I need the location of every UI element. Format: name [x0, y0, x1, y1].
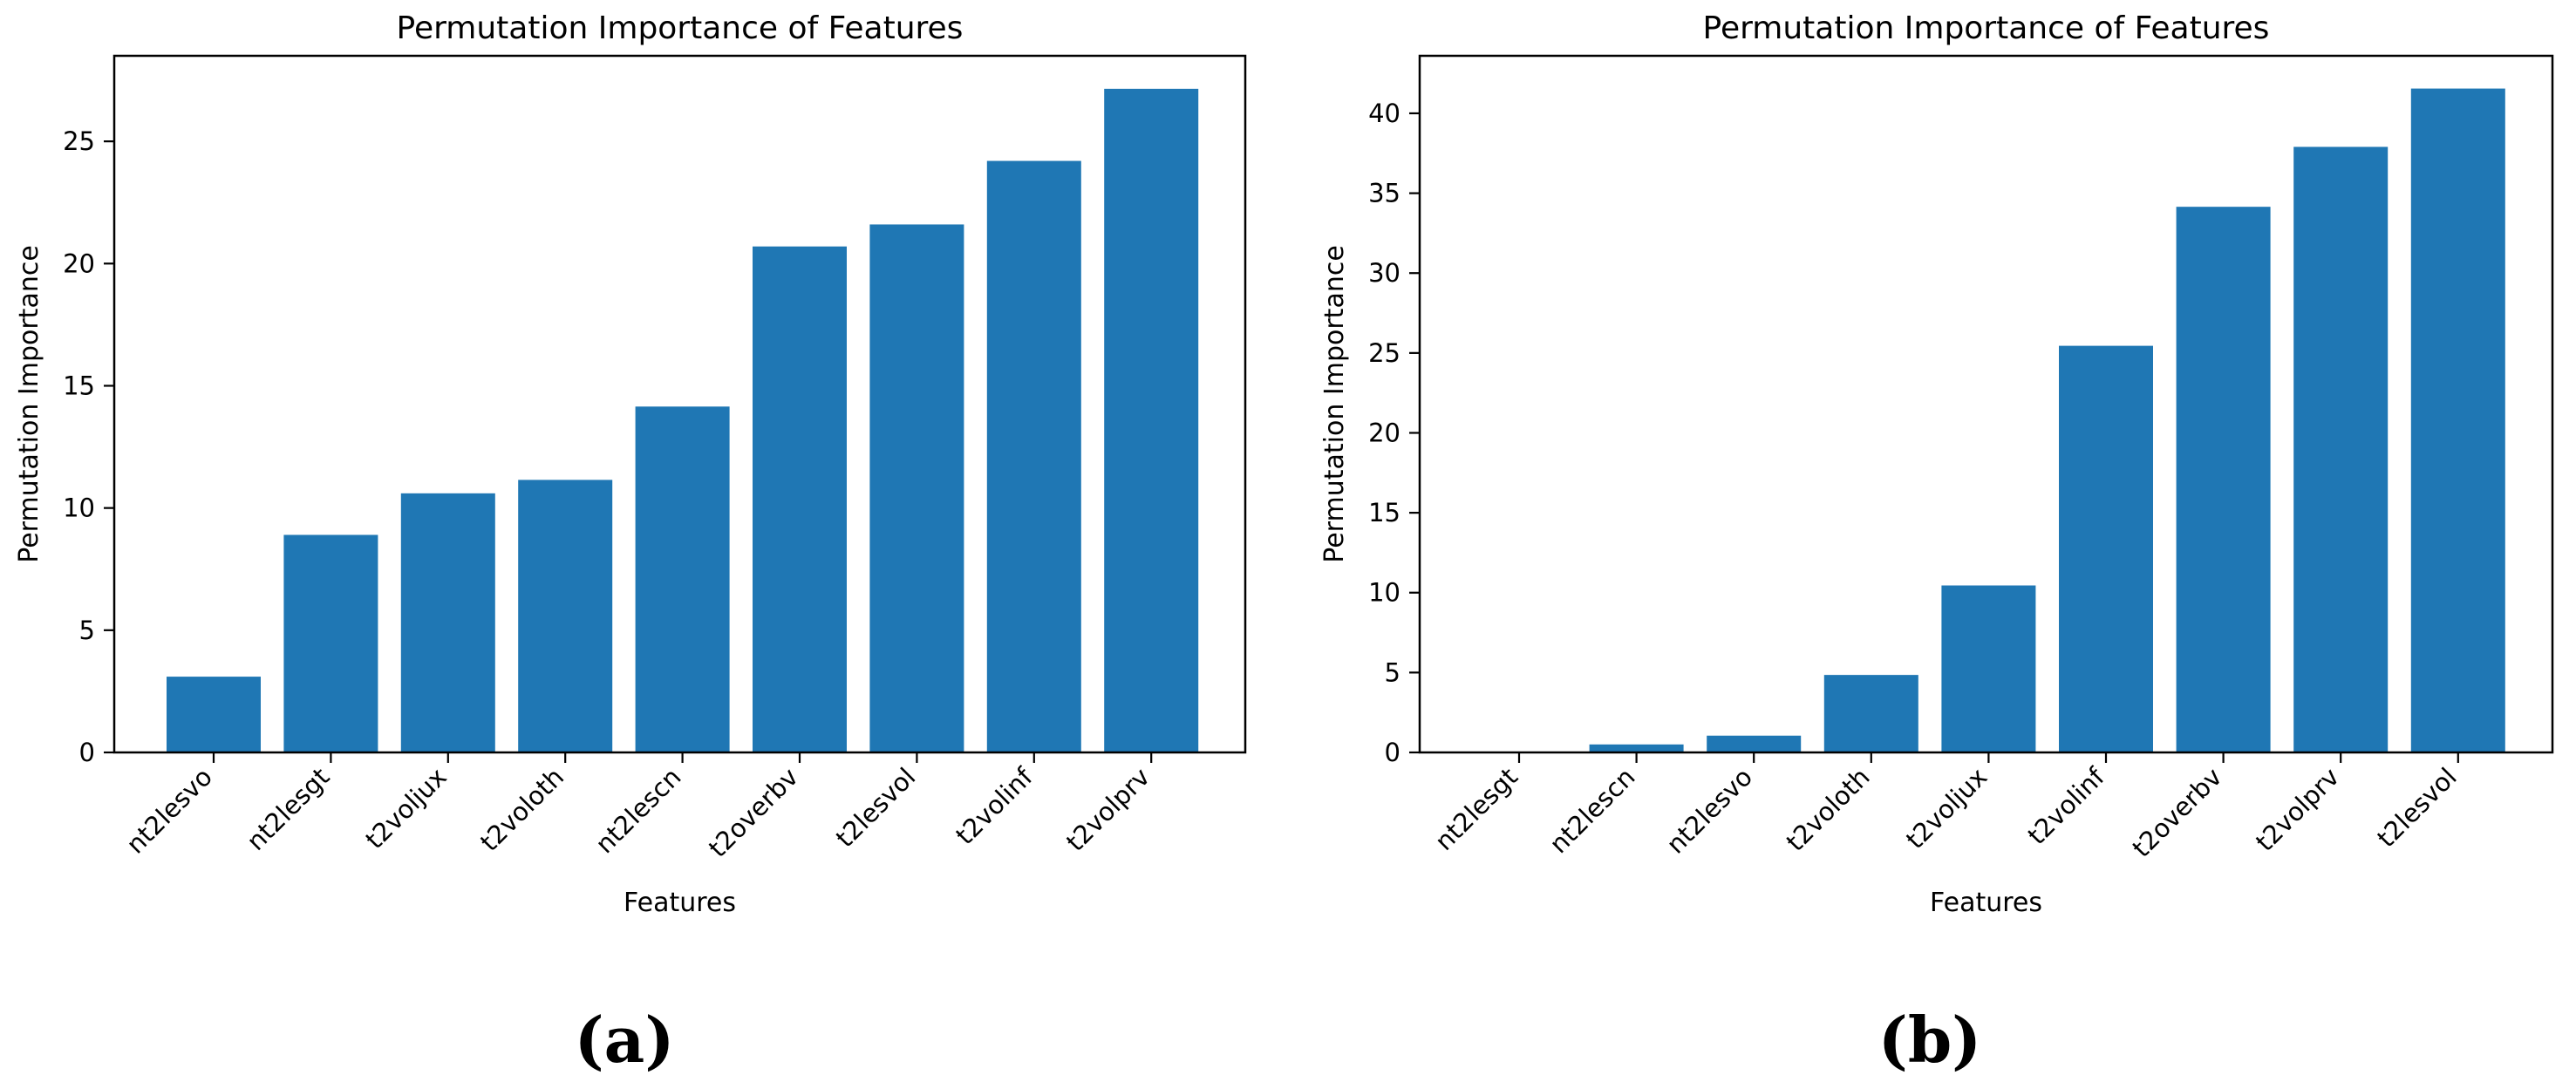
- x-tick-label: t2lesvol: [2371, 762, 2463, 854]
- bar: [1104, 88, 1199, 753]
- y-tick-label: 25: [1368, 338, 1400, 368]
- bar: [167, 677, 261, 752]
- y-tick-label: 15: [1368, 498, 1400, 527]
- chart-title: Permutation Importance of Features: [397, 10, 964, 46]
- y-axis-label: Permutation Importance: [1319, 245, 1350, 563]
- y-tick-label: 35: [1368, 179, 1400, 208]
- bar: [2293, 146, 2389, 752]
- bar: [1941, 585, 2036, 752]
- bar: [2059, 345, 2153, 752]
- x-tick-label: t2voloth: [474, 762, 569, 857]
- bar: [986, 160, 1081, 752]
- x-axis-label: Features: [1930, 888, 2042, 918]
- y-tick-label: 0: [1385, 738, 1400, 767]
- y-tick-label: 30: [1368, 258, 1400, 288]
- bar: [2176, 207, 2271, 753]
- bar: [400, 493, 495, 752]
- chart-b: 0 5 10 15 20 25 30 35 40 nt2lesgt nt2lescn nt2lesvo…: [1319, 10, 2554, 918]
- y-tick-label: 0: [79, 738, 95, 767]
- bar: [1589, 744, 1684, 752]
- y-tick-label: 10: [63, 493, 95, 523]
- x-tick-label: nt2lesgt: [1429, 762, 1523, 856]
- bar: [753, 246, 847, 752]
- bar: [869, 224, 964, 752]
- y-tick-label: 5: [1385, 657, 1400, 687]
- plot-frame: [112, 54, 1247, 754]
- bar: [2410, 88, 2505, 753]
- x-tick-label: t2volinf: [950, 761, 1039, 850]
- chart-a: 0 5 10 15 20 25 nt2lesvo nt2lesgt t2voljux t2volo…: [14, 10, 1247, 918]
- bar: [1823, 675, 1918, 752]
- bar: [635, 406, 730, 752]
- panel-label-a: (a): [575, 1003, 675, 1077]
- x-tick-label: t2voljux: [359, 762, 452, 854]
- x-tick-label: nt2lescn: [589, 762, 686, 859]
- plot-frame: [1418, 54, 2554, 754]
- x-tick-label: nt2lescn: [1544, 762, 1640, 859]
- chart-title: Permutation Importance of Features: [1703, 10, 2270, 46]
- x-tick-label: nt2lesvo: [120, 762, 218, 860]
- y-tick-label: 25: [63, 126, 95, 156]
- x-axis-label: Features: [624, 888, 736, 918]
- y-tick-label: 20: [63, 248, 95, 278]
- x-tick-label: t2voljux: [1900, 762, 1993, 854]
- bar: [1707, 735, 1802, 752]
- x-tick-label: t2volprv: [1060, 762, 1155, 857]
- x-tick-label: t2overbv: [703, 762, 804, 863]
- x-tick-label: nt2lesvo: [1660, 762, 1758, 860]
- x-tick-label: t2volinf: [2022, 761, 2111, 850]
- y-tick-label: 5: [79, 616, 95, 645]
- y-axis-label: Permutation Importance: [14, 245, 44, 563]
- x-tick-label: nt2lesgt: [241, 762, 335, 856]
- x-tick-label: t2overbv: [2127, 762, 2228, 863]
- x-tick-label: t2lesvol: [830, 762, 922, 854]
- y-tick-label: 15: [63, 371, 95, 400]
- y-tick-label: 10: [1368, 578, 1400, 608]
- x-tick-label: t2voloth: [1781, 762, 1876, 857]
- x-tick-label: t2volprv: [2250, 762, 2345, 857]
- bar: [283, 534, 378, 752]
- bar: [518, 480, 613, 752]
- panel-label-b: (b): [1878, 1003, 1981, 1077]
- y-tick-label: 20: [1368, 418, 1400, 447]
- y-tick-label: 40: [1368, 99, 1400, 128]
